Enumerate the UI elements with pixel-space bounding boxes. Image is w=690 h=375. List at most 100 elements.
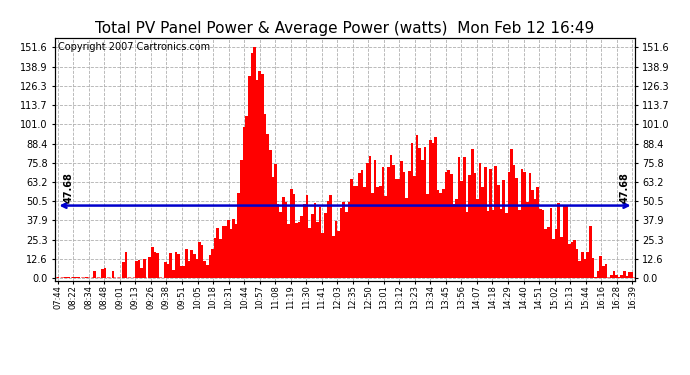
Bar	[324, 213, 326, 278]
Bar	[444, 172, 447, 278]
Bar	[208, 255, 211, 278]
Bar	[575, 249, 578, 278]
Title: Total PV Panel Power & Average Power (watts)  Mon Feb 12 16:49: Total PV Panel Power & Average Power (wa…	[95, 21, 595, 36]
Bar	[542, 210, 544, 278]
Bar	[544, 229, 547, 278]
Bar	[295, 223, 298, 278]
Bar	[536, 187, 539, 278]
Text: Copyright 2007 Cartronics.com: Copyright 2007 Cartronics.com	[58, 42, 210, 52]
Bar	[631, 272, 633, 278]
Bar	[67, 277, 70, 278]
Bar	[526, 202, 529, 278]
Bar	[408, 171, 411, 278]
Bar	[316, 222, 319, 278]
Bar	[457, 157, 460, 278]
Bar	[484, 167, 486, 278]
Bar	[523, 172, 526, 278]
Bar	[591, 258, 594, 278]
Bar	[311, 214, 313, 278]
Bar	[453, 204, 455, 278]
Bar	[502, 180, 505, 278]
Bar	[337, 231, 339, 278]
Bar	[471, 149, 473, 278]
Bar	[308, 228, 311, 278]
Bar	[455, 199, 457, 278]
Bar	[211, 249, 214, 278]
Bar	[141, 268, 143, 278]
Bar	[237, 193, 240, 278]
Bar	[495, 166, 497, 278]
Bar	[240, 160, 243, 278]
Bar	[348, 202, 351, 278]
Bar	[143, 259, 146, 278]
Bar	[177, 254, 180, 278]
Bar	[256, 80, 259, 278]
Bar	[180, 266, 182, 278]
Bar	[86, 277, 88, 278]
Bar	[578, 261, 581, 278]
Bar	[235, 224, 237, 278]
Bar	[322, 233, 324, 278]
Bar	[403, 172, 405, 278]
Bar	[594, 277, 597, 278]
Bar	[555, 229, 558, 278]
Bar	[319, 207, 322, 278]
Bar	[429, 140, 431, 278]
Bar	[368, 156, 371, 278]
Bar	[397, 178, 400, 278]
Bar	[190, 249, 193, 278]
Bar	[604, 264, 607, 278]
Bar	[250, 53, 253, 278]
Bar	[413, 176, 416, 278]
Bar	[112, 272, 115, 278]
Bar	[214, 238, 217, 278]
Bar	[201, 245, 204, 278]
Bar	[206, 265, 208, 278]
Bar	[374, 160, 377, 278]
Bar	[628, 272, 631, 278]
Bar	[565, 206, 568, 278]
Bar	[290, 189, 293, 278]
Bar	[198, 242, 201, 278]
Bar	[287, 224, 290, 278]
Bar	[164, 262, 167, 278]
Bar	[259, 70, 261, 278]
Bar	[282, 197, 285, 278]
Bar	[221, 226, 224, 278]
Bar	[390, 155, 392, 278]
Bar	[364, 187, 366, 278]
Bar	[298, 222, 300, 278]
Bar	[339, 209, 342, 278]
Bar	[510, 149, 513, 278]
Bar	[204, 261, 206, 278]
Bar	[122, 262, 125, 278]
Bar	[482, 187, 484, 278]
Bar	[460, 181, 463, 278]
Bar	[351, 179, 353, 278]
Bar	[515, 178, 518, 278]
Bar	[463, 157, 466, 278]
Bar	[342, 202, 345, 278]
Bar	[72, 277, 75, 278]
Bar	[266, 135, 269, 278]
Bar	[547, 227, 549, 278]
Bar	[418, 147, 421, 278]
Bar	[345, 212, 348, 278]
Bar	[573, 240, 575, 278]
Bar	[586, 252, 589, 278]
Bar	[479, 164, 482, 278]
Bar	[93, 271, 96, 278]
Bar	[469, 175, 471, 278]
Bar	[584, 259, 586, 278]
Bar	[421, 160, 424, 278]
Bar	[552, 239, 555, 278]
Bar	[57, 277, 59, 278]
Bar	[489, 169, 492, 278]
Bar	[167, 264, 169, 278]
Bar	[424, 147, 426, 278]
Bar	[589, 226, 591, 278]
Bar	[505, 213, 508, 278]
Bar	[411, 143, 413, 278]
Bar	[151, 248, 154, 278]
Bar	[620, 274, 623, 278]
